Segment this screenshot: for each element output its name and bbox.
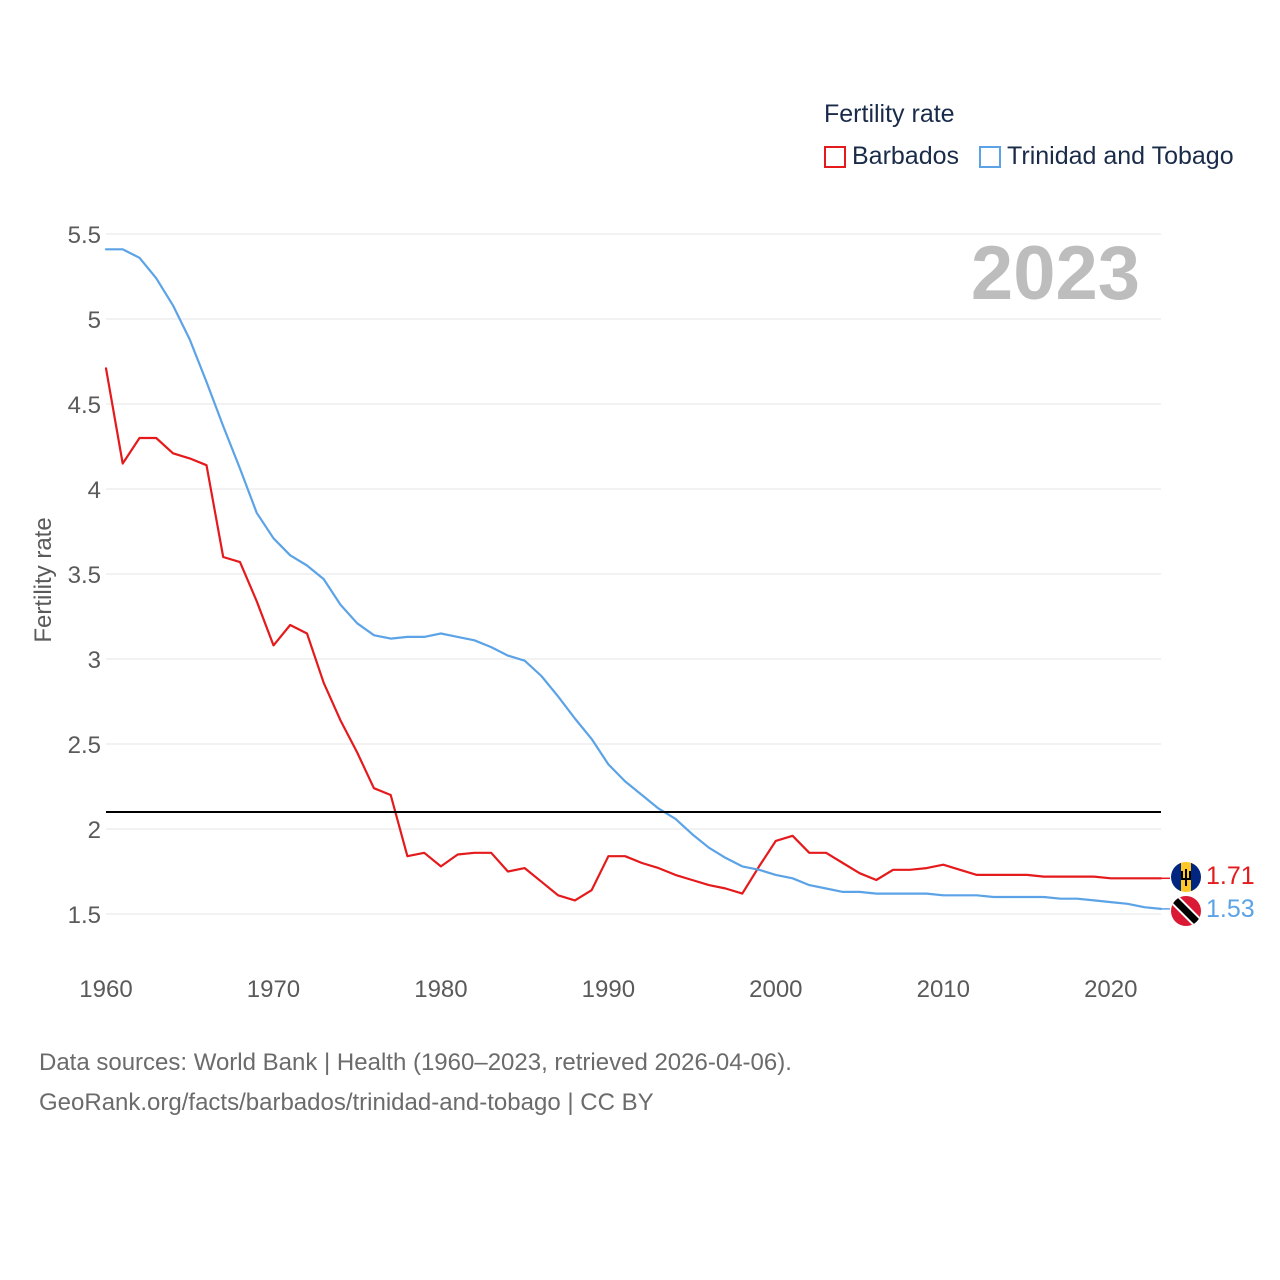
y-tick-label: 5.5	[68, 222, 101, 249]
footer-sources: Data sources: World Bank | Health (1960–…	[39, 1049, 792, 1076]
x-tick-label: 1990	[582, 976, 635, 1003]
legend: Barbados Trinidad and Tobago	[824, 142, 1254, 171]
footer: Data sources: World Bank | Health (1960–…	[39, 1043, 792, 1123]
series-line-trinidad-and-tobago[interactable]	[104, 248, 1163, 911]
x-tick-label: 2010	[917, 976, 970, 1003]
trinidad-end-value: 1.53	[1206, 895, 1255, 923]
legend-swatch-trinidad-and-tobago	[979, 145, 1002, 168]
x-tick-label: 2020	[1084, 976, 1137, 1003]
legend-label-trinidad-and-tobago: Trinidad and Tobago	[1007, 142, 1234, 170]
x-tick-label: 1970	[247, 976, 300, 1003]
legend-item-trinidad-and-tobago[interactable]: Trinidad and Tobago	[979, 142, 1234, 171]
y-tick-label: 5	[88, 307, 101, 334]
y-tick-label: 3.5	[68, 562, 101, 589]
trinidad-tobago-flag-icon	[1171, 896, 1201, 926]
footer-link[interactable]: GeoRank.org/facts/barbados/trinidad-and-…	[39, 1089, 654, 1116]
y-tick-label: 4	[88, 477, 101, 504]
legend-label-barbados: Barbados	[852, 142, 960, 170]
series-lines	[104, 248, 1170, 911]
series-line-barbados[interactable]	[104, 367, 1163, 902]
y-tick-label: 3	[88, 647, 101, 674]
x-tick-label: 2000	[749, 976, 802, 1003]
y-tick-labels: 1.5 2 2.5 3 3.5 4 4.5 5 5.5	[68, 222, 101, 929]
barbados-end-value: 1.71	[1206, 862, 1255, 890]
y-tick-label: 1.5	[68, 902, 101, 929]
end-markers: 1.71 1.53	[1171, 862, 1255, 926]
y-axis-title: Fertility rate	[30, 517, 57, 642]
legend-title: Fertility rate	[824, 100, 955, 128]
y-tick-label: 2.5	[68, 732, 101, 759]
legend-swatch-barbados	[824, 145, 846, 168]
x-tick-label: 1960	[79, 976, 132, 1003]
y-tick-label: 2	[88, 817, 101, 844]
x-tick-label: 1980	[414, 976, 467, 1003]
gridlines	[106, 233, 1161, 915]
x-tick-labels: 1960 1970 1980 1990 2000 2010 2020	[79, 976, 1137, 1003]
barbados-flag-icon	[1171, 862, 1201, 892]
y-tick-label: 4.5	[68, 392, 101, 419]
legend-item-barbados[interactable]: Barbados	[824, 142, 959, 171]
year-label: 2023	[971, 231, 1140, 316]
